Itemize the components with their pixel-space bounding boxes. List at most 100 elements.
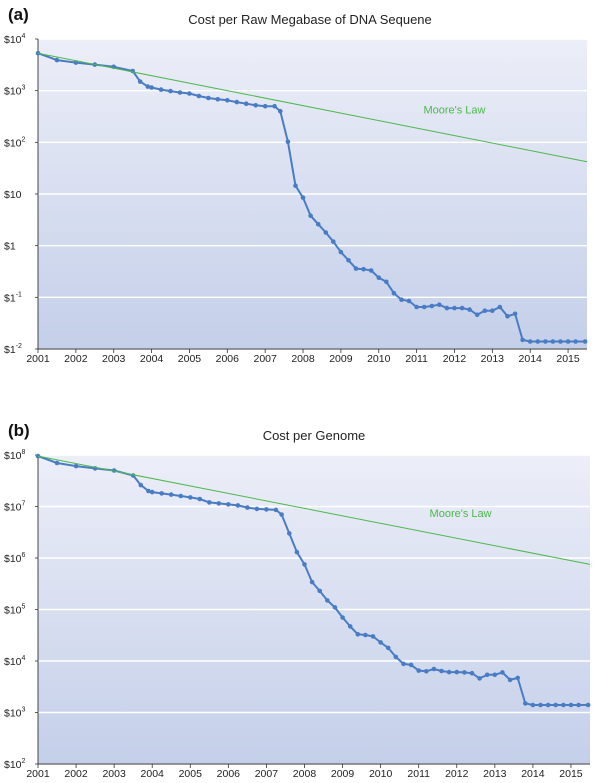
data-point [325,598,330,603]
data-point [73,60,79,65]
data-point [497,304,503,310]
panel-a: (a) Cost per Raw Megabase of DNA Sequene… [4,5,588,365]
data-point [484,672,490,678]
x-tick-label: 2002 [64,768,88,780]
y-tick-label: $104 [4,33,26,46]
data-point [393,654,399,660]
y-tick-label: $104 [4,655,26,668]
data-point [340,615,345,620]
data-point [446,669,452,675]
data-point [553,702,558,708]
data-point [523,701,528,706]
data-point [452,305,457,311]
x-tick-label: 2014 [521,768,545,780]
y-tick-exponent: 5 [22,604,26,611]
x-tick-label: 2007 [253,353,277,365]
data-point [585,702,591,708]
data-point [416,668,422,673]
x-tick-label: 2007 [255,768,279,780]
x-tick-label: 2013 [481,353,505,365]
x-tick-label: 2004 [141,768,165,780]
data-point [206,95,211,101]
data-point [235,503,241,508]
data-point [196,93,202,99]
panel-b-title: Cost per Genome [263,428,366,443]
x-tick-label: 2001 [26,768,50,780]
data-point [561,702,566,708]
moores-law-label: Moore's Law [430,508,492,520]
x-tick-label: 2011 [407,768,430,780]
data-point [368,268,374,273]
panel-a-plot: $104 $103 $102 $10 $1 $1-1 $1-2 2001 2002 2003 200… [4,33,588,365]
data-point [54,460,60,466]
data-point [391,290,397,296]
data-point [187,91,192,96]
y-tick-exponent: 2 [22,136,26,143]
data-point [188,495,193,500]
data-point [308,213,313,218]
data-point [550,339,556,344]
y-tick-label: $103 [4,707,26,720]
data-point [421,304,427,310]
y-tick-exponent: 7 [22,501,26,508]
data-point [545,702,551,708]
data-point [384,279,389,285]
data-point [54,57,60,63]
data-point [527,339,533,344]
data-point [332,605,338,610]
x-tick-label: 2006 [216,353,240,365]
data-point [338,249,344,255]
data-point [177,90,183,95]
data-point [323,230,329,235]
data-point [363,632,368,638]
data-point [474,312,480,318]
y-tick-label: $105 [4,604,26,617]
data-point [145,84,151,89]
x-tick-label: 2013 [483,768,507,780]
data-point [361,266,366,272]
y-tick-exponent: 3 [22,707,26,714]
data-point [331,239,336,244]
data-point [197,496,203,502]
data-point [424,669,429,674]
data-point [530,702,536,708]
data-point [355,632,361,637]
data-point [234,99,240,105]
x-tick-label: 2003 [102,353,126,365]
y-tick-label: $107 [4,501,26,514]
x-tick-label: 2009 [329,353,353,365]
data-point [408,662,414,668]
data-point [439,668,444,674]
data-point [159,491,164,496]
data-point [168,492,174,497]
data-point [264,507,269,512]
y-tick-exponent: 2 [22,758,26,765]
x-tick-label: 2010 [369,768,393,780]
moores-law-label: Moore's Law [423,105,485,117]
data-point [482,308,488,314]
x-tick-label: 2008 [293,768,317,780]
data-point [243,101,249,106]
x-tick-label: 2014 [519,353,543,365]
data-point [207,500,212,505]
data-point [535,339,541,344]
data-point [538,702,543,708]
data-point [287,531,292,536]
panel-b-label: (b) [8,421,30,440]
data-point [370,634,376,639]
x-tick-label: 2015 [559,768,583,780]
data-point [401,661,406,667]
y-tick-label: $106 [4,552,26,565]
data-point [262,103,268,109]
data-point [467,307,472,312]
data-point [507,677,513,683]
x-tick-label: 2006 [217,768,241,780]
y-tick-exponent: 8 [22,449,26,456]
data-point [317,588,323,594]
data-point [149,85,154,90]
data-point [500,670,505,675]
x-tick-label: 2001 [26,353,50,365]
x-tick-label: 2005 [178,353,202,365]
data-point [294,549,300,555]
